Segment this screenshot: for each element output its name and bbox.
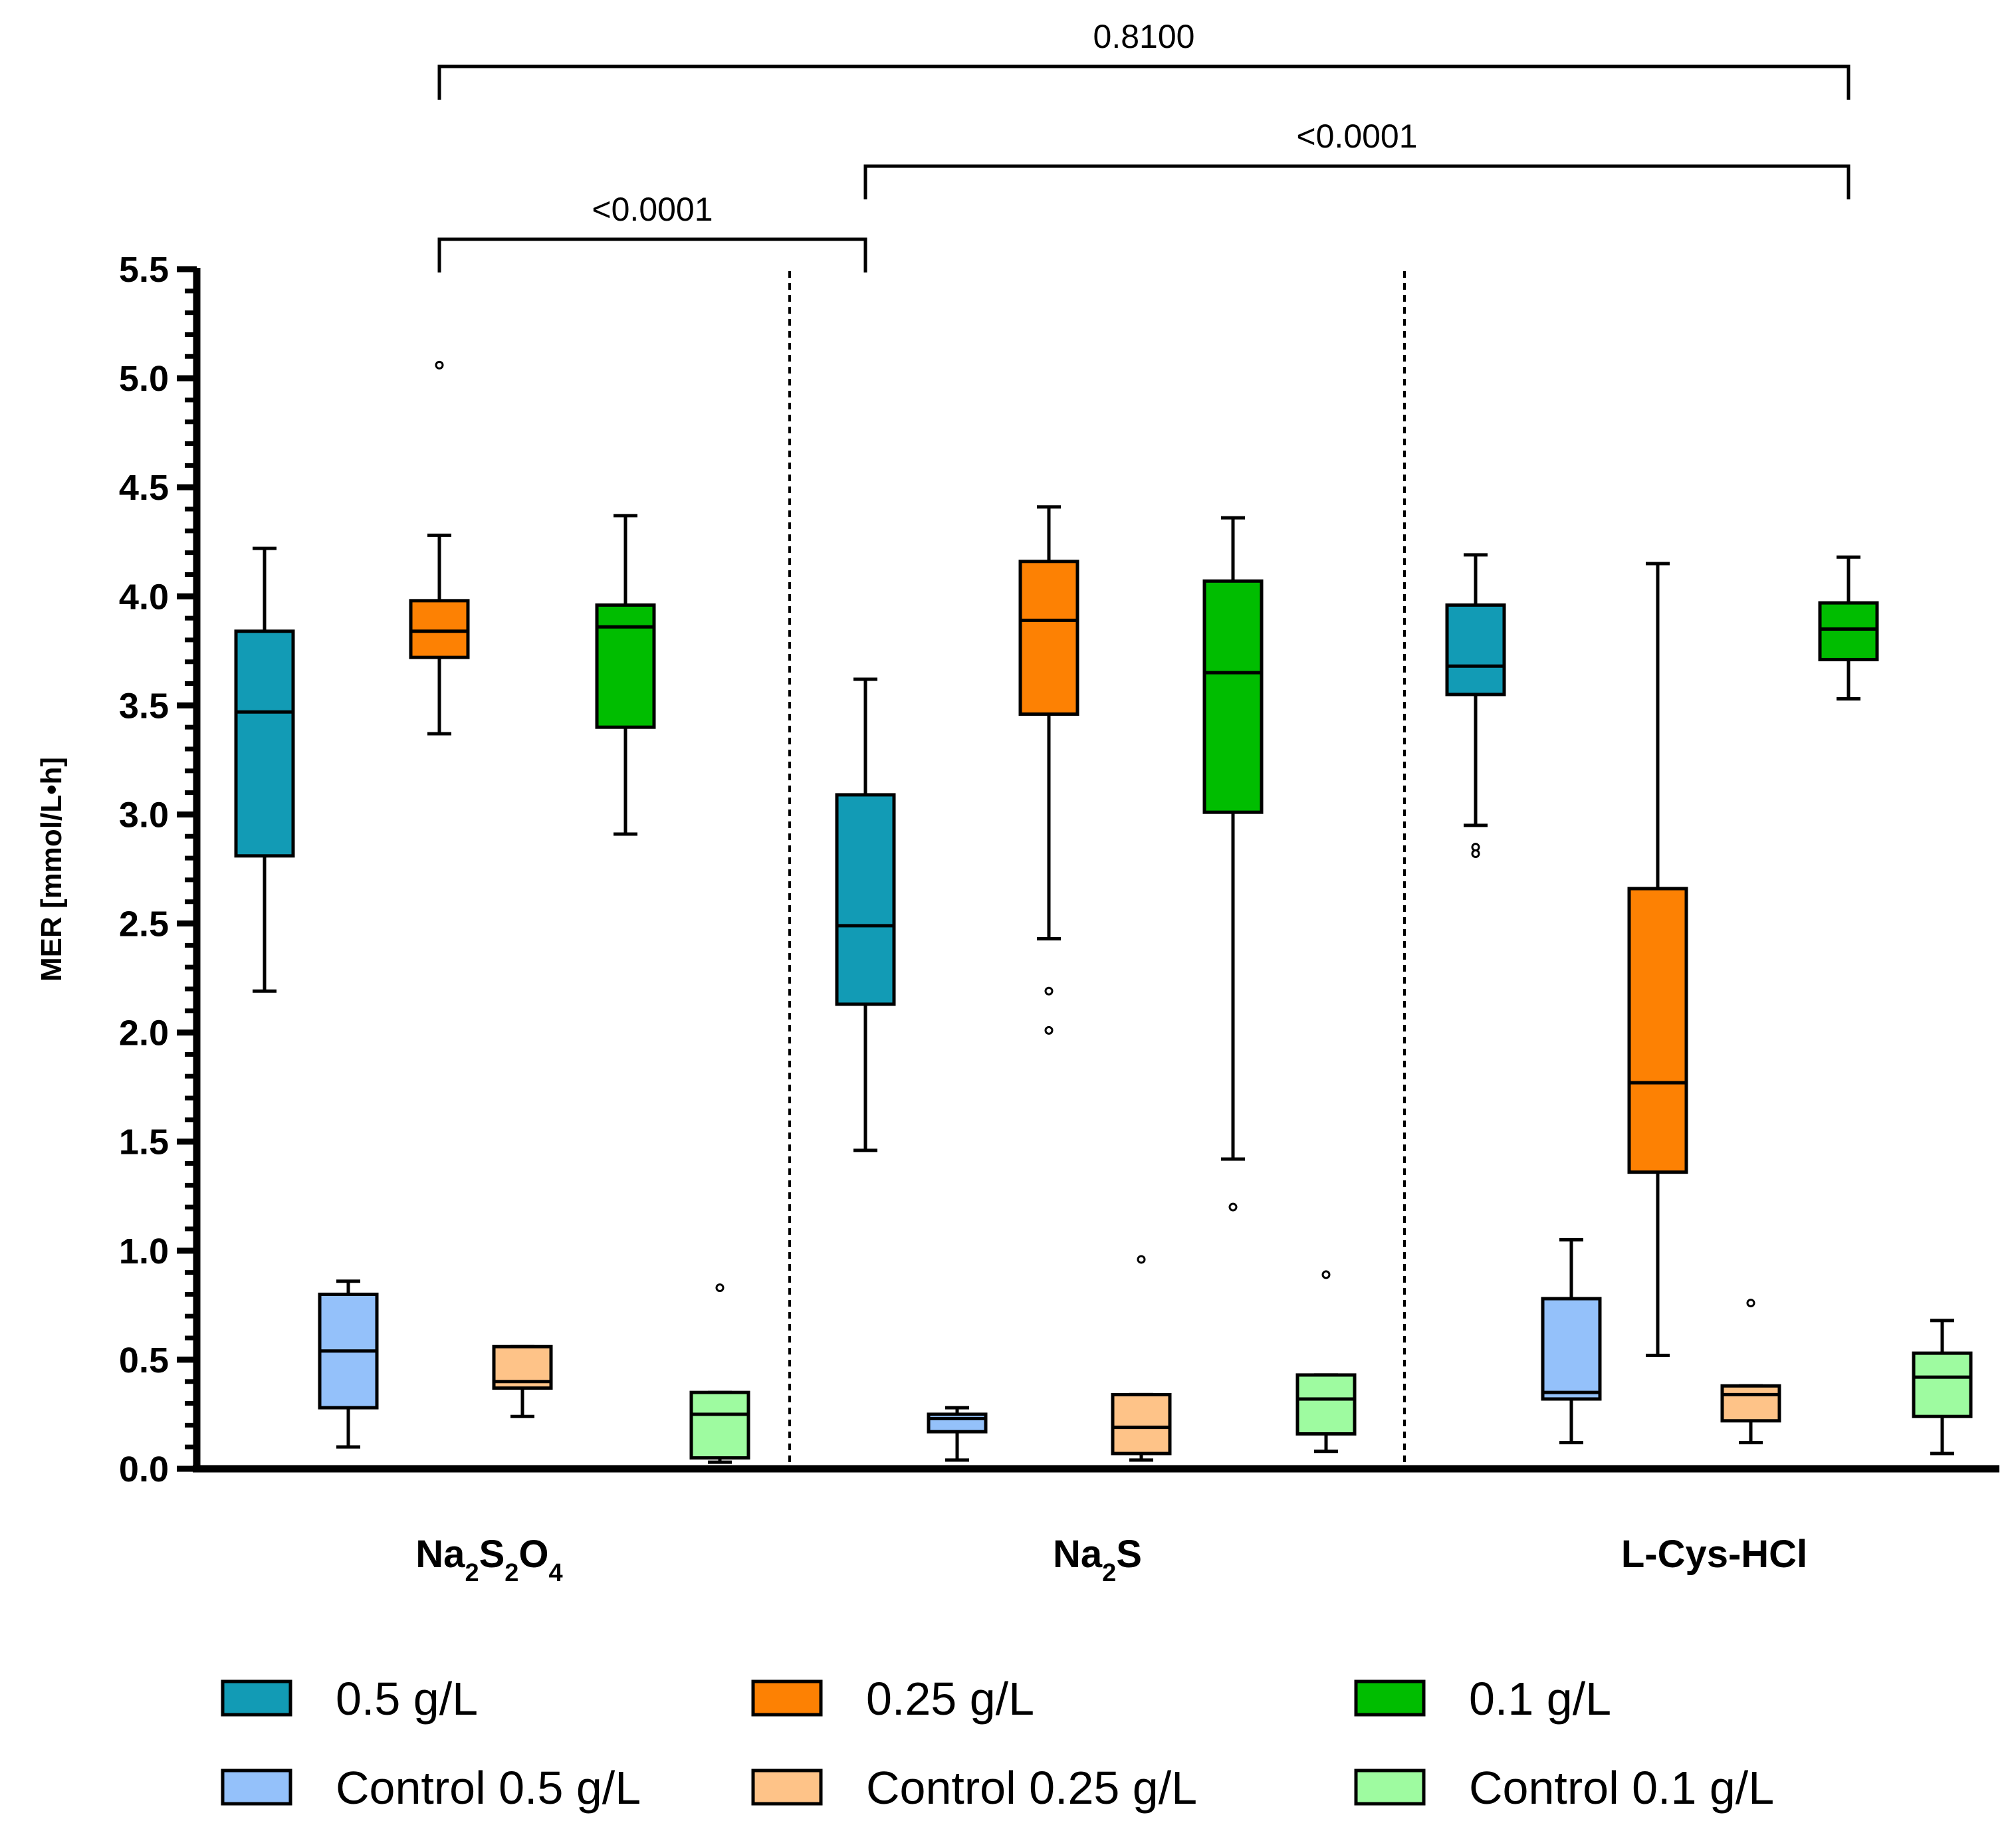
box-Na2S2O4-0.5-g/L (234, 546, 295, 993)
box-Na2S2O4-Control-0.5-g/L (318, 1279, 379, 1449)
significance-bracket: <0.0001 (437, 191, 867, 272)
outlier-point (1137, 1255, 1146, 1264)
outlier-point (1471, 849, 1480, 859)
box-Na2S-Control-0.25-g/L (1111, 1255, 1172, 1462)
box-iqr (1541, 1297, 1602, 1401)
p-value-label: <0.0001 (592, 191, 713, 228)
box-iqr (595, 603, 656, 729)
legend-label: 0.25 g/L (866, 1673, 1034, 1725)
box-L-Cys-HCl-Control-0.5-g/L (1541, 1238, 1602, 1445)
box-iqr (1445, 603, 1506, 697)
y-axis-label: MER [mmol/L•h] (35, 757, 68, 982)
bracket-line (863, 164, 1850, 199)
legend-swatch (751, 1769, 823, 1806)
axes-layer: 0.0 0.5 1.0 1.5 2.0 2.5 3.0 3.5 4.0 4.5 5.0 5.5 MER … (35, 250, 1999, 1587)
box-Na2S2O4-0.1-g/L (595, 514, 656, 836)
box-iqr (1295, 1373, 1357, 1436)
box-iqr (1627, 887, 1688, 1174)
legend-label: Control 0.1 g/L (1469, 1762, 1774, 1814)
legend-item: 0.5 g/L (221, 1673, 478, 1725)
box-L-Cys-HCl-0.1-g/L (1818, 555, 1879, 701)
box-Na2S2O4-Control-0.1-g/L (689, 1283, 750, 1464)
legend-item: Control 0.25 g/L (751, 1762, 1197, 1814)
legend-layer: 0.5 g/L 0.25 g/L 0.1 g/L Control 0.5 g/L Con… (221, 1673, 1774, 1814)
box-Na2S-0.25-g/L (1018, 505, 1079, 1035)
p-value-label: 0.8100 (1093, 18, 1195, 55)
y-tick-label: 3.5 (119, 686, 169, 726)
outlier-point (1228, 1202, 1238, 1212)
legend-swatch (1354, 1679, 1426, 1717)
y-tick-label: 1.5 (119, 1123, 169, 1162)
box-Na2S-0.1-g/L (1202, 516, 1264, 1212)
group-label: L-Cys-HCl (1621, 1533, 1807, 1576)
outlier-point (1321, 1270, 1331, 1279)
y-tick-label: 0.0 (119, 1450, 169, 1489)
significance-layer: 0.8100 <0.0001 <0.0001 (437, 18, 1850, 272)
box-L-Cys-HCl-0.25-g/L (1627, 562, 1688, 1357)
legend-swatch (751, 1679, 823, 1717)
box-iqr (689, 1390, 750, 1460)
box-Na2S2O4-Control-0.25-g/L (492, 1345, 553, 1418)
box-iqr (835, 793, 896, 1006)
group-label: Na2S (1053, 1533, 1142, 1587)
box-L-Cys-HCl-Control-0.25-g/L (1720, 1299, 1781, 1445)
bracket-line (437, 64, 1850, 100)
outlier-point (1044, 986, 1054, 996)
legend-item: 0.25 g/L (751, 1673, 1034, 1725)
bracket-line (437, 237, 867, 272)
group-label: Na2S2O4 (415, 1533, 562, 1587)
box-iqr (492, 1345, 553, 1390)
legend-label: Control 0.25 g/L (866, 1762, 1197, 1814)
legend-item: Control 0.1 g/L (1354, 1762, 1774, 1814)
box-iqr (1818, 601, 1879, 661)
box-iqr (1720, 1384, 1781, 1423)
legend-label: Control 0.5 g/L (336, 1762, 641, 1814)
box-L-Cys-HCl-0.5-g/L (1445, 553, 1506, 859)
y-tick-label: 5.5 (119, 250, 169, 290)
legend-item: 0.1 g/L (1354, 1673, 1611, 1725)
y-tick-label: 2.0 (119, 1014, 169, 1053)
box-L-Cys-HCl-Control-0.1-g/L (1912, 1319, 1973, 1455)
box-iqr (1111, 1392, 1172, 1455)
legend-swatch (221, 1679, 292, 1717)
legend-swatch (221, 1769, 292, 1806)
legend-item: Control 0.5 g/L (221, 1762, 641, 1814)
y-tick-label: 0.5 (119, 1341, 169, 1380)
boxes-layer (234, 360, 1973, 1464)
box-iqr (409, 599, 470, 659)
box-iqr (234, 629, 295, 858)
significance-bracket: <0.0001 (863, 118, 1850, 199)
legend-swatch (1354, 1769, 1426, 1806)
box-Na2S-0.5-g/L (835, 677, 896, 1152)
p-value-label: <0.0001 (1296, 118, 1417, 155)
box-Na2S-Control-0.1-g/L (1295, 1270, 1357, 1454)
box-iqr (1202, 579, 1264, 814)
legend-label: 0.1 g/L (1469, 1673, 1611, 1725)
box-iqr (1912, 1351, 1973, 1418)
outlier-point (435, 360, 444, 370)
outlier-point (1746, 1299, 1755, 1308)
y-tick-label: 2.5 (119, 905, 169, 944)
box-iqr (1018, 560, 1079, 716)
y-tick-label: 1.0 (119, 1232, 169, 1271)
y-tick-label: 5.0 (119, 359, 169, 399)
box-iqr (927, 1412, 988, 1434)
box-Na2S-Control-0.5-g/L (927, 1406, 988, 1462)
y-tick-label: 3.0 (119, 795, 169, 835)
y-tick-label: 4.0 (119, 577, 169, 617)
significance-bracket: 0.8100 (437, 18, 1850, 100)
outlier-point (1044, 1025, 1054, 1035)
outlier-point (715, 1283, 725, 1293)
legend-label: 0.5 g/L (336, 1673, 478, 1725)
box-Na2S2O4-0.25-g/L (409, 360, 470, 736)
y-tick-label: 4.5 (119, 468, 169, 508)
